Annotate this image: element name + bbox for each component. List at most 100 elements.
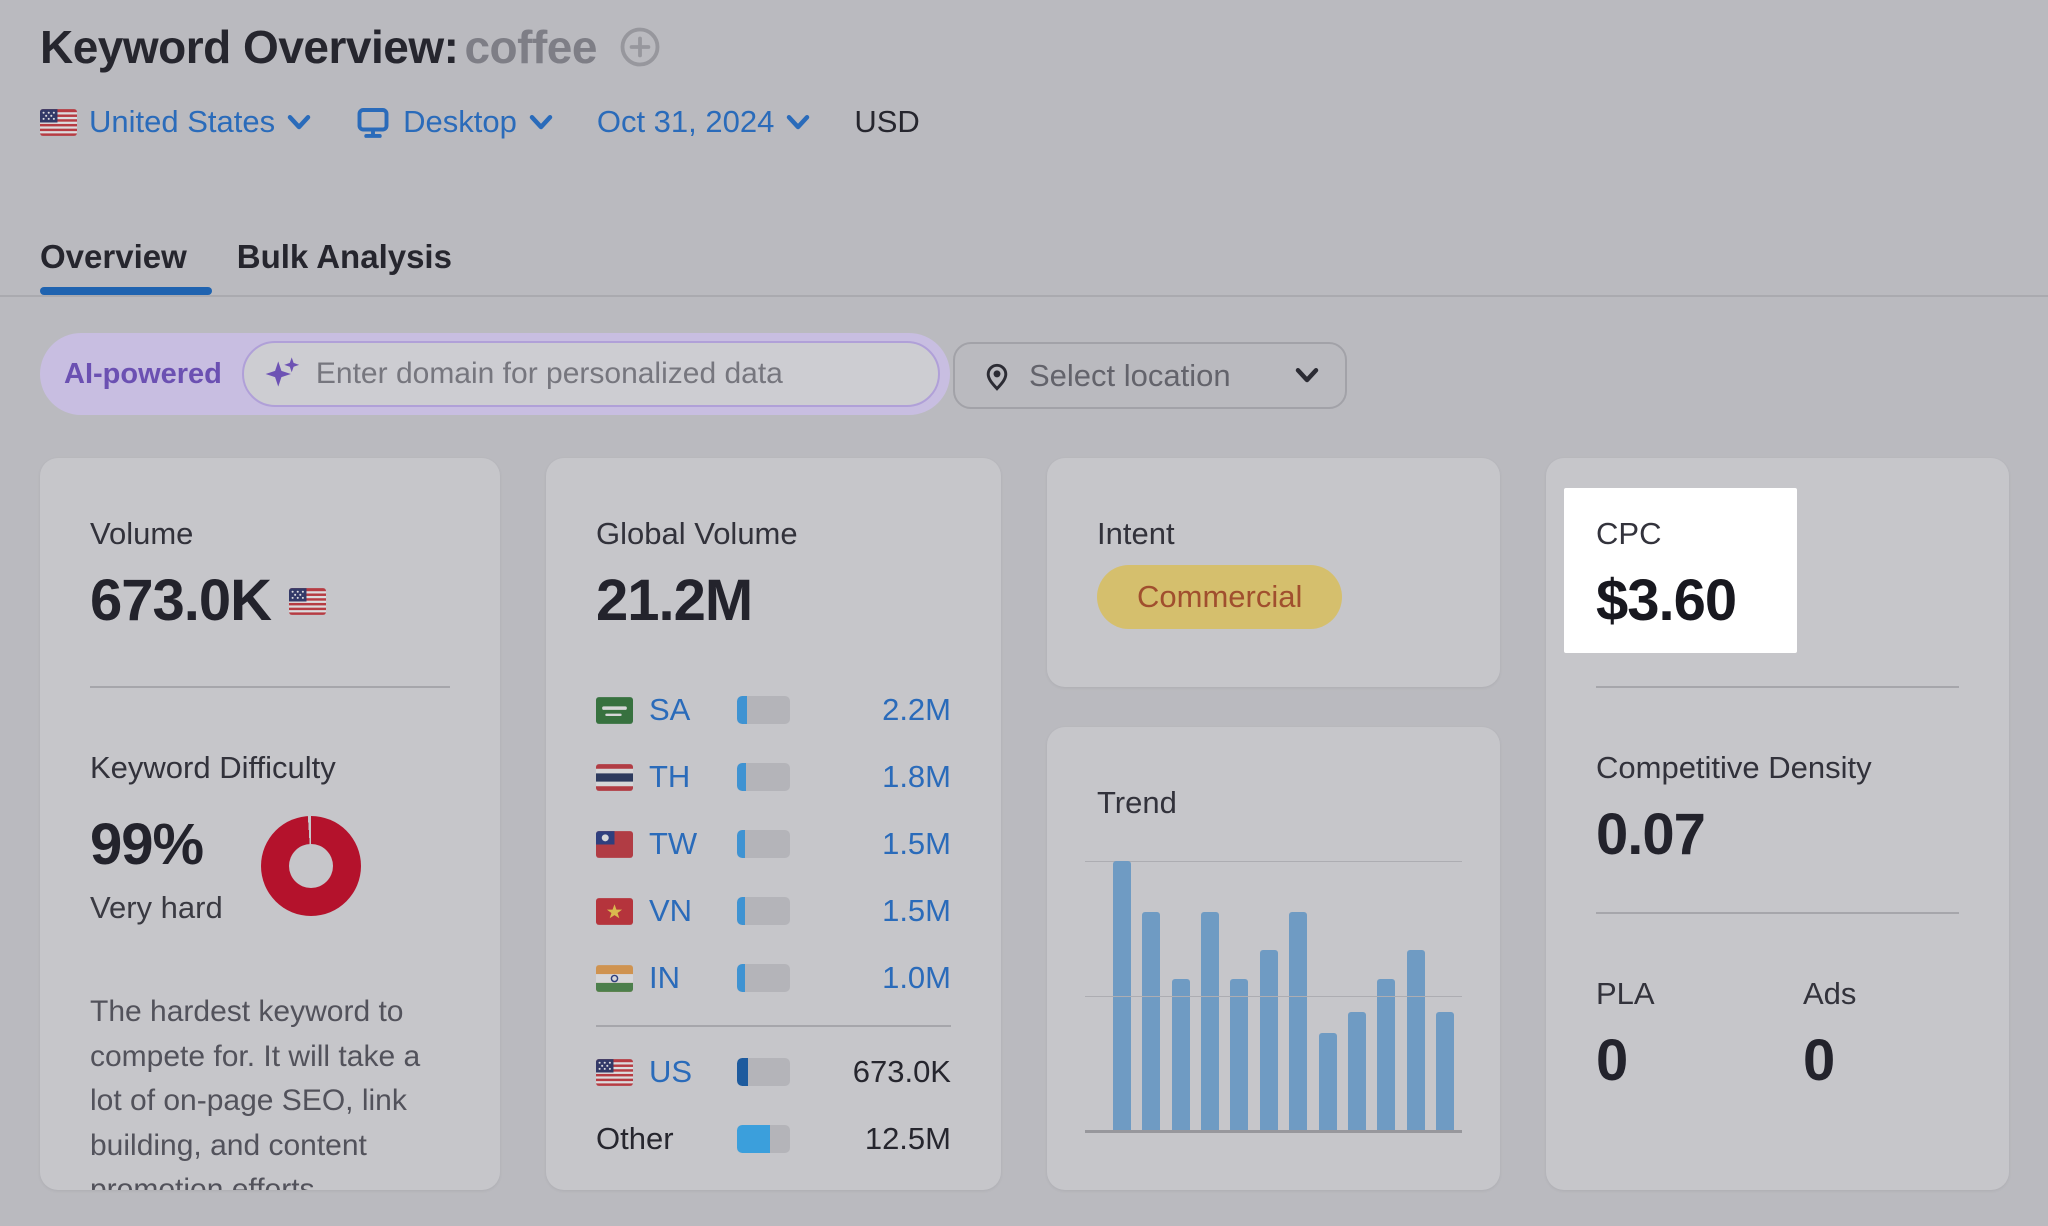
chevron-down-icon bbox=[787, 114, 810, 129]
device-filter[interactable]: Desktop bbox=[355, 104, 553, 140]
filter-bar: United States Desktop Oct 31, 2024 USD bbox=[40, 104, 920, 140]
card-divider bbox=[1596, 686, 1959, 688]
country-share-bar bbox=[737, 964, 790, 992]
select-location-button[interactable]: Select location bbox=[953, 342, 1347, 409]
difficulty-donut-chart bbox=[260, 816, 361, 916]
tab-bar: Overview Bulk Analysis bbox=[40, 238, 452, 276]
device-filter-label: Desktop bbox=[403, 104, 517, 139]
domain-input[interactable] bbox=[241, 341, 940, 407]
ai-powered-badge: AI-powered bbox=[64, 357, 222, 390]
tab-bulk-analysis[interactable]: Bulk Analysis bbox=[236, 238, 452, 275]
country-share-bar bbox=[737, 763, 790, 791]
metrics-grid: Volume 673.0K Keyword Difficulty 99% Ver… bbox=[40, 458, 2009, 1190]
cpc-card: CPC $3.60 Competitive Density 0.07 PLA 0… bbox=[1546, 458, 2009, 1190]
page-title: Keyword Overview: coffee bbox=[40, 20, 597, 74]
us-flag-icon bbox=[40, 108, 77, 136]
trend-bar bbox=[1113, 861, 1131, 1130]
chevron-down-icon bbox=[1295, 368, 1319, 383]
country-row-th[interactable]: TH 1.8M bbox=[596, 757, 951, 797]
intent-badge[interactable]: Commercial bbox=[1097, 565, 1343, 629]
keyword-difficulty-label: Keyword Difficulty bbox=[90, 750, 336, 785]
country-share-bar bbox=[737, 1058, 790, 1086]
country-row-other: Other 12.5M bbox=[596, 1121, 951, 1156]
trend-bar bbox=[1289, 912, 1308, 1130]
cpc-highlight-box bbox=[1564, 488, 1797, 653]
keyword-difficulty-row: 99% Very hard bbox=[90, 812, 450, 926]
country-share-bar bbox=[737, 897, 790, 925]
ads-value: 0 bbox=[1803, 1028, 1836, 1093]
trend-bar bbox=[1406, 949, 1425, 1130]
trend-bar-chart bbox=[1085, 861, 1462, 1133]
desktop-icon bbox=[357, 108, 389, 138]
tab-overview[interactable]: Overview bbox=[40, 238, 187, 275]
add-keyword-icon[interactable] bbox=[619, 26, 661, 68]
th-flag-icon bbox=[596, 763, 633, 791]
us-flag-icon bbox=[596, 1058, 633, 1086]
country-row-tw[interactable]: TW 1.5M bbox=[596, 824, 951, 864]
vn-flag-icon bbox=[596, 897, 633, 925]
in-flag-icon bbox=[596, 964, 633, 992]
country-share-bar bbox=[737, 830, 790, 858]
keyword-difficulty-value: 99% bbox=[90, 812, 204, 877]
chevron-down-icon bbox=[529, 114, 553, 129]
cpc-label: CPC bbox=[1596, 516, 1662, 551]
keyword-difficulty-rating: Very hard bbox=[90, 890, 223, 925]
country-volume-list: SA 2.2M TH 1.8M bbox=[596, 690, 951, 1159]
tw-flag-icon bbox=[596, 830, 633, 858]
page-title-prefix: Keyword Overview: bbox=[40, 21, 459, 73]
trend-bar bbox=[1318, 1033, 1337, 1130]
volume-value: 673.0K bbox=[90, 568, 272, 633]
intent-card: Intent Commercial bbox=[1047, 458, 1500, 687]
trend-card: Trend bbox=[1047, 727, 1500, 1190]
volume-difficulty-card: Volume 673.0K Keyword Difficulty 99% Ver… bbox=[40, 458, 500, 1190]
ai-powered-bar: AI-powered bbox=[40, 333, 950, 415]
page-title-keyword: coffee bbox=[464, 21, 597, 73]
competitive-density-label: Competitive Density bbox=[1596, 750, 1872, 785]
trend-bar bbox=[1171, 979, 1190, 1130]
trend-bar bbox=[1259, 949, 1278, 1130]
trend-label: Trend bbox=[1097, 785, 1177, 820]
select-location-label: Select location bbox=[1029, 357, 1231, 393]
active-tab-indicator bbox=[40, 287, 212, 295]
competitive-density-value: 0.07 bbox=[1596, 802, 1706, 867]
keyword-difficulty-description: The hardest keyword to compete for. It w… bbox=[90, 995, 421, 1190]
sa-flag-icon bbox=[596, 696, 633, 724]
date-filter[interactable]: Oct 31, 2024 bbox=[597, 104, 811, 140]
trend-bar bbox=[1435, 1011, 1454, 1130]
card-divider bbox=[1596, 912, 1959, 914]
global-volume-value: 21.2M bbox=[596, 568, 753, 633]
global-volume-card: Global Volume 21.2M SA 2.2M bbox=[546, 458, 1001, 1190]
cpc-value: $3.60 bbox=[1596, 568, 1737, 633]
volume-label: Volume bbox=[90, 516, 194, 551]
trend-bar bbox=[1230, 979, 1249, 1130]
chevron-down-icon bbox=[287, 114, 311, 129]
country-row-in[interactable]: IN 1.0M bbox=[596, 958, 951, 998]
pla-ads-row: PLA 0 Ads 0 bbox=[1596, 976, 1959, 1094]
trend-bar bbox=[1347, 1011, 1366, 1130]
pla-value: 0 bbox=[1596, 1028, 1629, 1093]
ads-label: Ads bbox=[1803, 976, 1857, 1011]
global-volume-label: Global Volume bbox=[596, 516, 798, 551]
country-list-divider bbox=[596, 1025, 951, 1027]
trend-bar bbox=[1377, 979, 1396, 1130]
country-row-sa[interactable]: SA 2.2M bbox=[596, 690, 951, 730]
pla-label: PLA bbox=[1596, 976, 1655, 1011]
country-share-bar bbox=[737, 696, 790, 724]
country-row-vn[interactable]: VN 1.5M bbox=[596, 891, 951, 931]
trend-bar bbox=[1142, 912, 1161, 1130]
card-divider bbox=[90, 686, 450, 688]
country-row-us[interactable]: US 673.0K bbox=[596, 1052, 951, 1092]
volume-value-row: 673.0K bbox=[90, 568, 450, 634]
location-pin-icon bbox=[986, 363, 1008, 391]
intent-label: Intent bbox=[1097, 516, 1175, 551]
page-header: Keyword Overview: coffee bbox=[40, 20, 661, 74]
date-filter-label: Oct 31, 2024 bbox=[596, 104, 775, 139]
country-filter[interactable]: United States bbox=[40, 104, 311, 140]
country-filter-label: United States bbox=[89, 104, 276, 139]
currency-label: USD bbox=[854, 104, 920, 139]
country-share-bar bbox=[737, 1125, 790, 1153]
us-flag-icon bbox=[289, 587, 327, 615]
trend-bar bbox=[1201, 912, 1220, 1130]
tabs-divider bbox=[0, 295, 2048, 297]
